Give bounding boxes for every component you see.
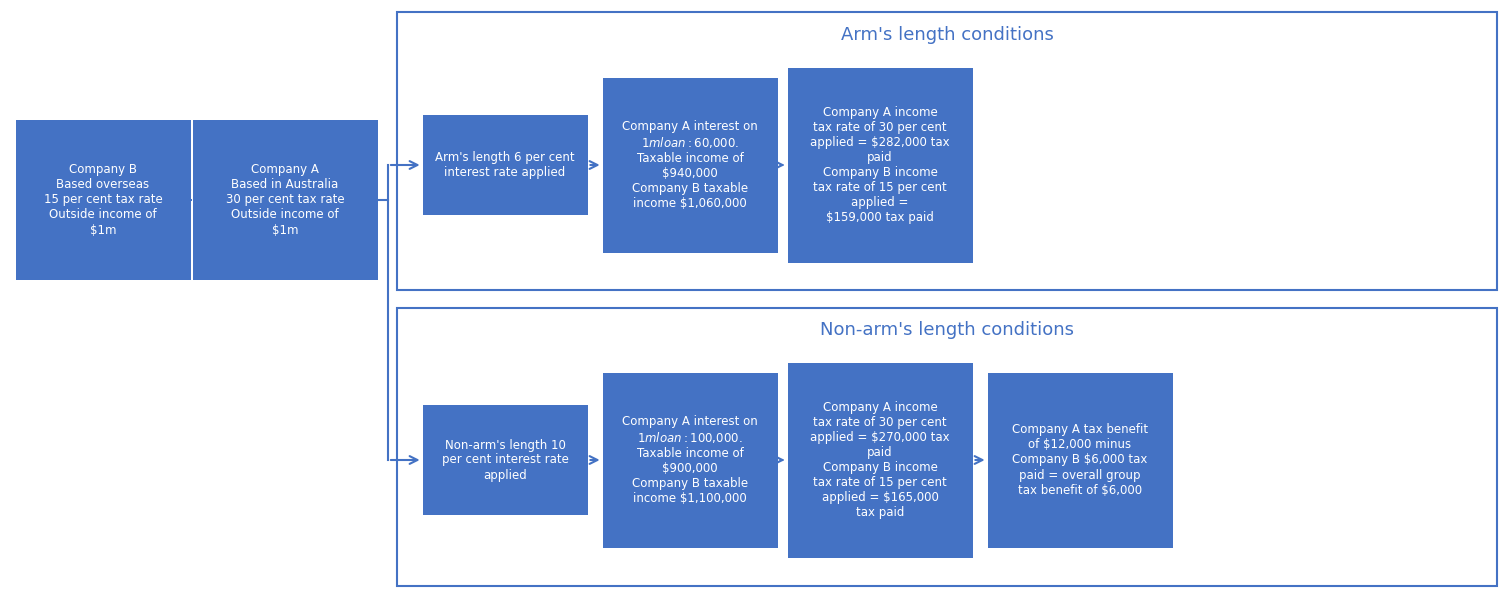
FancyBboxPatch shape bbox=[602, 373, 777, 547]
Text: Arm's length conditions: Arm's length conditions bbox=[841, 26, 1053, 44]
Text: Company A
Based in Australia
30 per cent tax rate
Outside income of
$1m: Company A Based in Australia 30 per cent… bbox=[226, 164, 344, 237]
Text: $1m Loan: $1m Loan bbox=[163, 177, 220, 190]
FancyBboxPatch shape bbox=[193, 120, 377, 280]
FancyBboxPatch shape bbox=[987, 373, 1172, 547]
Text: Non-arm's length 10
per cent interest rate
applied: Non-arm's length 10 per cent interest ra… bbox=[442, 438, 569, 482]
FancyBboxPatch shape bbox=[788, 362, 972, 558]
FancyBboxPatch shape bbox=[423, 405, 587, 515]
FancyBboxPatch shape bbox=[788, 68, 972, 262]
FancyBboxPatch shape bbox=[15, 120, 190, 280]
Text: Company A income
tax rate of 30 per cent
applied = $282,000 tax
paid
Company B i: Company A income tax rate of 30 per cent… bbox=[810, 106, 949, 224]
Text: Company A interest on
$1m loan: $100,000.
Taxable income of
$900,000
Company B t: Company A interest on $1m loan: $100,000… bbox=[622, 415, 758, 505]
Text: Company A income
tax rate of 30 per cent
applied = $270,000 tax
paid
Company B i: Company A income tax rate of 30 per cent… bbox=[810, 401, 949, 519]
Text: Company A tax benefit
of $12,000 minus
Company B $6,000 tax
paid = overall group: Company A tax benefit of $12,000 minus C… bbox=[1013, 423, 1148, 497]
FancyBboxPatch shape bbox=[602, 77, 777, 253]
Text: Non-arm's length conditions: Non-arm's length conditions bbox=[819, 321, 1074, 339]
FancyBboxPatch shape bbox=[423, 115, 587, 215]
Text: Company A interest on
$1m loan: $60,000.
Taxable income of
$940,000
Company B ta: Company A interest on $1m loan: $60,000.… bbox=[622, 120, 758, 210]
Text: Arm's length 6 per cent
interest rate applied: Arm's length 6 per cent interest rate ap… bbox=[435, 151, 575, 179]
Text: Company B
Based overseas
15 per cent tax rate
Outside income of
$1m: Company B Based overseas 15 per cent tax… bbox=[44, 164, 163, 237]
